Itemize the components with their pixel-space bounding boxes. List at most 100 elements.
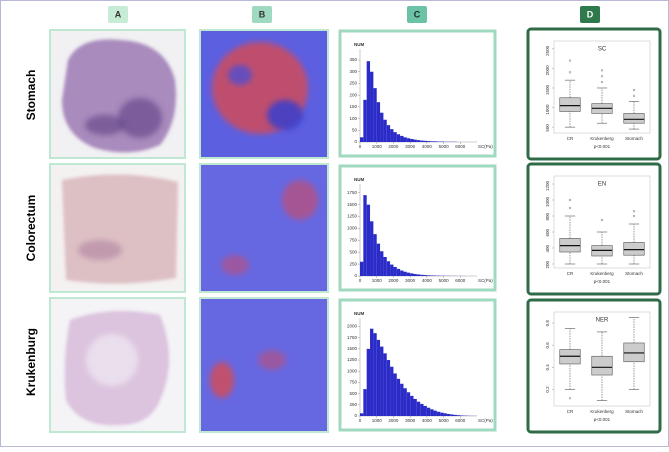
tissue xyxy=(62,174,178,283)
x-axis-label: p<0.001 xyxy=(594,144,611,149)
bar xyxy=(420,404,423,416)
panel-label: B xyxy=(259,9,266,19)
x-tick-label: 2000 xyxy=(388,418,399,423)
bar xyxy=(360,137,363,142)
soft-region xyxy=(228,65,252,85)
bar xyxy=(450,414,453,416)
bar xyxy=(403,388,406,416)
bar xyxy=(427,275,430,276)
x-tick-label: Stomach xyxy=(625,409,643,414)
bar xyxy=(380,347,383,416)
x-tick-label: Krukenberg xyxy=(590,136,614,141)
y-tick-label: 1500 xyxy=(347,202,358,207)
stiffness-map-column xyxy=(200,30,328,432)
bar xyxy=(397,134,400,142)
bar xyxy=(434,411,437,416)
tissue-dark xyxy=(85,115,125,135)
y-tick-label: 250 xyxy=(349,402,357,407)
x-tick-label: 4000 xyxy=(422,418,433,423)
bar xyxy=(390,367,393,416)
x-tick-label: 1000 xyxy=(372,144,383,149)
bar xyxy=(420,275,423,276)
bar xyxy=(370,72,373,142)
bar xyxy=(370,329,373,416)
y-tick-label: 1000 xyxy=(545,104,550,115)
bar xyxy=(407,392,410,416)
y-tick-label: 150 xyxy=(349,104,357,109)
x-axis-label: SC(Pa) xyxy=(478,144,493,149)
bar xyxy=(397,269,400,276)
y-tick-label: 200 xyxy=(545,261,550,269)
box xyxy=(624,113,644,123)
y-tick-label: 300 xyxy=(349,69,357,74)
bar xyxy=(390,265,393,276)
y-tick-label: 1250 xyxy=(347,214,358,219)
y-tick-label: 1250 xyxy=(347,357,358,362)
bar xyxy=(377,102,380,142)
bar xyxy=(454,415,457,416)
y-tick-label: 1000 xyxy=(347,226,358,231)
y-tick-label: 0.8 xyxy=(545,320,550,327)
bar xyxy=(413,399,416,416)
bar xyxy=(373,234,376,276)
y-tick-label: 500 xyxy=(349,249,357,254)
bar xyxy=(407,138,410,142)
bar xyxy=(460,415,463,416)
y-tick-label: 1500 xyxy=(347,346,358,351)
x-axis-label: p<0.001 xyxy=(594,417,611,422)
bar xyxy=(403,137,406,142)
y-axis-label: NUM xyxy=(354,311,364,316)
x-tick-label: Stomach xyxy=(625,271,643,276)
y-tick-label: 0.4 xyxy=(545,364,550,371)
bar xyxy=(420,141,423,142)
box xyxy=(624,242,644,255)
bar xyxy=(430,141,433,142)
bar xyxy=(363,195,366,276)
bar xyxy=(457,415,460,416)
stiff-region xyxy=(282,180,318,220)
bar xyxy=(387,261,390,276)
y-tick-label: 50 xyxy=(352,127,358,132)
y-tick-label: 750 xyxy=(349,238,357,243)
bar xyxy=(383,353,386,416)
y-tick-label: 0.6 xyxy=(545,342,550,349)
x-tick-label: 4000 xyxy=(422,144,433,149)
stiff-region xyxy=(210,362,234,398)
y-tick-label: 2000 xyxy=(545,65,550,76)
tissue xyxy=(62,39,176,152)
y-tick-label: 1750 xyxy=(347,335,358,340)
stiff-region xyxy=(258,350,286,370)
stiff-region xyxy=(221,255,249,275)
bar xyxy=(360,262,363,276)
x-tick-label: 5000 xyxy=(439,418,450,423)
bar xyxy=(430,409,433,416)
x-axis-label: SC(Pa) xyxy=(478,418,493,423)
x-axis-label: SC(Pa) xyxy=(478,278,493,283)
bar xyxy=(407,273,410,276)
bar xyxy=(437,412,440,416)
box xyxy=(592,356,612,375)
bar xyxy=(383,257,386,276)
x-tick-label: CR xyxy=(567,271,574,276)
x-tick-label: 1000 xyxy=(372,418,383,423)
bar xyxy=(367,349,370,416)
x-tick-label: CR xyxy=(567,136,574,141)
bar xyxy=(400,271,403,276)
bar xyxy=(427,141,430,142)
bar xyxy=(410,139,413,142)
x-tick-label: 5000 xyxy=(439,144,450,149)
bar xyxy=(397,379,400,416)
y-tick-label: 100 xyxy=(349,116,357,121)
bar xyxy=(373,88,376,142)
soft-region xyxy=(267,100,303,130)
y-tick-label: 1000 xyxy=(347,368,358,373)
bar xyxy=(380,113,383,142)
bar xyxy=(367,61,370,142)
bar xyxy=(387,125,390,142)
bar xyxy=(400,136,403,142)
bar xyxy=(370,221,373,276)
bar xyxy=(417,402,420,416)
row-label: Colorectum xyxy=(24,195,38,262)
bar xyxy=(363,100,366,142)
y-tick-label: 250 xyxy=(349,261,357,266)
